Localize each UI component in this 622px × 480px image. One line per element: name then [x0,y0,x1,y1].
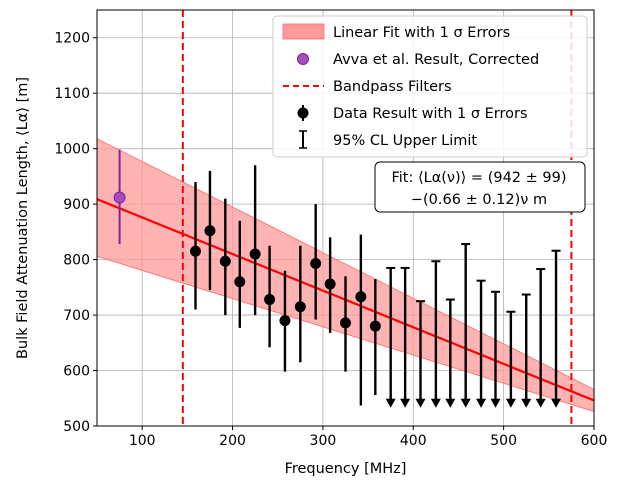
legend-label-avva: Avva et al. Result, Corrected [333,52,539,68]
data-point [324,278,336,290]
y-tick-label: 600 [63,364,90,380]
x-tick-label: 500 [490,433,517,449]
x-tick-label: 300 [310,433,337,449]
data-point [310,257,322,269]
x-tick-label: 400 [400,433,427,449]
data-point [340,317,351,329]
x-tick-label: 200 [219,433,246,449]
x-axis-label: Frequency [MHz] [285,461,407,477]
legend-label-fit: Linear Fit with 1 σ Errors [333,25,510,41]
upper-limit-arrow [551,398,562,408]
axis-ticks: 100 200 300 400 500 600 500 600 700 800 900 1000 110… [54,31,607,449]
plot-frame [96,9,595,427]
legend-swatch-fit-band [282,23,325,40]
plot-area [97,10,594,426]
data-point [234,276,246,288]
upper-limit-arrow [400,398,411,408]
legend-label-upper-limit: 95% CL Upper Limit [333,133,477,149]
fit-annotation-line1: Fit: ⟨Lα(ν)⟩ = (942 ± 99) [391,170,566,186]
data-point [369,320,381,332]
data-point [219,255,231,267]
data-point [204,225,216,237]
upper-limit-arrow [521,398,532,408]
upper-limit-arrow [505,398,516,408]
data-point [249,248,261,260]
legend-label-data: Data Result with 1 σ Errors [333,106,528,122]
x-tick-label: 100 [129,433,156,449]
data-point [264,294,276,306]
upper-limit-arrow [490,398,501,408]
y-tick-label: 1000 [54,142,90,158]
legend-label-bandpass: Bandpass Filters [333,79,452,95]
upper-limit-arrow [385,398,396,408]
y-tick-label: 700 [63,308,90,324]
upper-limit-arrow [430,398,441,408]
fit-annotation: Fit: ⟨Lα(ν)⟩ = (942 ± 99) −(0.66 ± 0.12)… [374,161,586,213]
legend-marker-avva [297,53,309,65]
avva-point [113,191,126,204]
legend-marker-data [297,107,309,119]
data-point [189,245,201,257]
legend-marker-upper-limit [299,130,307,149]
legend: Linear Fit with 1 σ Errors Avva et al. R… [272,15,588,158]
y-tick-label: 900 [63,197,90,213]
data-point [279,315,291,327]
fit-annotation-line2: −(0.66 ± 0.12)ν m [411,192,547,208]
y-tick-label: 1100 [54,86,90,102]
x-tick-label: 600 [581,433,608,449]
upper-limit-arrow [476,398,487,408]
y-tick-label: 1200 [54,31,90,47]
legend-frame [272,15,588,158]
y-tick-label: 500 [63,419,90,435]
data-point [355,291,367,303]
upper-limit-arrow [415,398,426,408]
upper-limit-arrow [535,398,546,408]
fit-error-band [97,138,594,412]
y-axis-label: Bulk Field Attenuation Length, ⟨Lα⟩ [m] [15,77,31,359]
upper-limit-arrow [445,398,456,408]
upper-limit-arrow [460,398,471,408]
fit-annotation-frame [374,161,586,213]
data-point [294,301,306,313]
y-tick-label: 800 [63,253,90,269]
